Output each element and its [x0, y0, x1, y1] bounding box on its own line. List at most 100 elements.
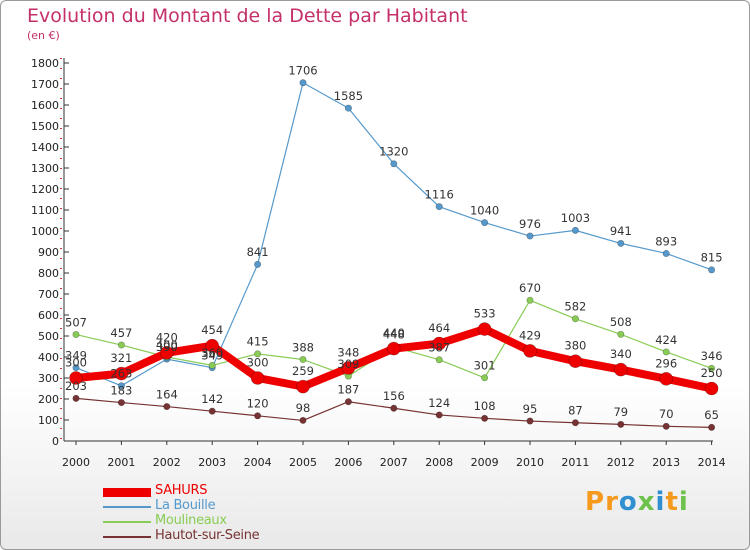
y-tick-label: 1700 [31, 78, 59, 91]
data-label-moulineaux: 400 [156, 338, 178, 352]
data-point-sahurs [477, 322, 492, 336]
logo-letter: r [605, 487, 619, 517]
data-label-moulineaux: 448 [383, 328, 405, 342]
data-label-la-bouille: 263 [110, 367, 132, 381]
data-point-moulineaux [299, 356, 307, 364]
y-tick-label: 1600 [31, 99, 59, 112]
data-label-sahurs: 321 [110, 351, 132, 365]
proxiti-logo: Proxiti [585, 487, 689, 517]
data-point-hautot-sur-seine [254, 412, 262, 420]
x-tick-label: 2002 [153, 456, 181, 469]
data-label-moulineaux: 507 [65, 315, 87, 329]
y-tick-label: 0 [52, 435, 59, 448]
x-tick-label: 2011 [561, 456, 589, 469]
x-tick-label: 2001 [107, 456, 135, 469]
data-label-moulineaux: 309 [337, 357, 359, 371]
data-label-moulineaux: 415 [247, 335, 269, 349]
data-label-la-bouille: 1585 [334, 89, 363, 103]
data-point-hautot-sur-seine [72, 394, 80, 402]
data-point-la-bouille [617, 239, 625, 247]
y-tick-label: 1300 [31, 162, 59, 175]
data-point-moulineaux [72, 331, 80, 339]
data-point-moulineaux [571, 315, 579, 323]
data-point-la-bouille [481, 219, 489, 227]
data-point-la-bouille [72, 364, 80, 372]
data-label-moulineaux: 670 [519, 281, 541, 295]
data-point-moulineaux [208, 361, 216, 369]
data-label-moulineaux: 424 [655, 333, 677, 347]
legend-swatch [103, 488, 151, 497]
logo-letter: i [678, 487, 689, 517]
data-point-hautot-sur-seine [526, 417, 534, 425]
data-label-moulineaux: 360 [201, 346, 223, 360]
data-point-sahurs [432, 336, 447, 351]
data-label-sahurs: 300 [65, 356, 87, 370]
data-point-sahurs [568, 354, 583, 369]
data-point-la-bouille [571, 226, 579, 234]
y-tick-label: 300 [38, 372, 59, 385]
data-point-sahurs [523, 344, 537, 358]
y-tick-label: 1100 [31, 204, 59, 217]
data-label-la-bouille: 390 [156, 340, 178, 354]
x-tick-label: 2008 [425, 456, 453, 469]
data-label-hautot-sur-seine: 187 [337, 383, 359, 397]
y-tick-label: 200 [38, 393, 59, 406]
data-point-sahurs [250, 371, 265, 385]
data-label-hautot-sur-seine: 142 [201, 392, 223, 406]
logo-letter: i [655, 487, 666, 517]
data-label-sahurs: 259 [292, 364, 314, 378]
data-label-moulineaux: 346 [701, 349, 723, 363]
data-label-moulineaux: 457 [110, 326, 132, 340]
data-point-sahurs [114, 366, 129, 381]
data-label-hautot-sur-seine: 79 [613, 405, 628, 419]
y-tick-label: 900 [38, 246, 59, 259]
data-label-sahurs: 454 [201, 323, 223, 337]
legend-swatch [103, 521, 151, 523]
x-tick-label: 2003 [198, 456, 226, 469]
data-point-moulineaux [117, 341, 125, 349]
y-tick-label: 500 [38, 330, 59, 343]
y-tick-label: 100 [38, 414, 59, 427]
y-tick-label: 1500 [31, 120, 59, 133]
y-tick-label: 1400 [31, 141, 59, 154]
data-point-hautot-sur-seine [708, 423, 716, 431]
data-label-hautot-sur-seine: 156 [383, 389, 405, 403]
data-point-moulineaux [617, 330, 625, 338]
data-label-moulineaux: 301 [474, 359, 496, 373]
x-tick-label: 2009 [471, 456, 499, 469]
y-tick-label: 1800 [31, 57, 59, 70]
data-label-la-bouille: 841 [247, 245, 269, 259]
data-label-sahurs: 250 [701, 366, 723, 380]
data-point-hautot-sur-seine [481, 414, 489, 422]
y-tick-label: 400 [38, 351, 59, 364]
y-tick-label: 600 [38, 309, 59, 322]
data-point-sahurs [160, 345, 174, 360]
y-tick-label: 700 [38, 288, 59, 301]
data-label-hautot-sur-seine: 120 [247, 397, 269, 411]
y-tick-label: 800 [38, 267, 59, 280]
data-point-hautot-sur-seine [117, 399, 125, 407]
data-label-la-bouille: 349 [201, 349, 223, 363]
x-tick-label: 2013 [652, 456, 680, 469]
data-label-la-bouille: 1320 [379, 145, 408, 159]
data-point-sahurs [704, 381, 719, 396]
y-tick-label: 1200 [31, 183, 59, 196]
data-point-moulineaux [662, 348, 670, 356]
legend-swatch [103, 536, 151, 538]
data-point-hautot-sur-seine [299, 416, 307, 424]
data-label-la-bouille: 349 [65, 349, 87, 363]
data-label-la-bouille: 1003 [561, 211, 590, 225]
data-label-sahurs: 420 [156, 330, 178, 344]
data-point-hautot-sur-seine [208, 407, 216, 415]
data-label-hautot-sur-seine: 164 [156, 387, 178, 401]
data-label-moulineaux: 388 [292, 340, 314, 354]
x-tick-label: 2005 [289, 456, 317, 469]
data-point-sahurs [341, 361, 356, 375]
data-point-sahurs [296, 379, 310, 394]
data-point-moulineaux [708, 364, 716, 372]
data-point-sahurs [386, 341, 401, 356]
data-label-sahurs: 429 [519, 328, 541, 342]
data-point-la-bouille [526, 232, 534, 240]
data-label-sahurs: 300 [247, 356, 269, 370]
